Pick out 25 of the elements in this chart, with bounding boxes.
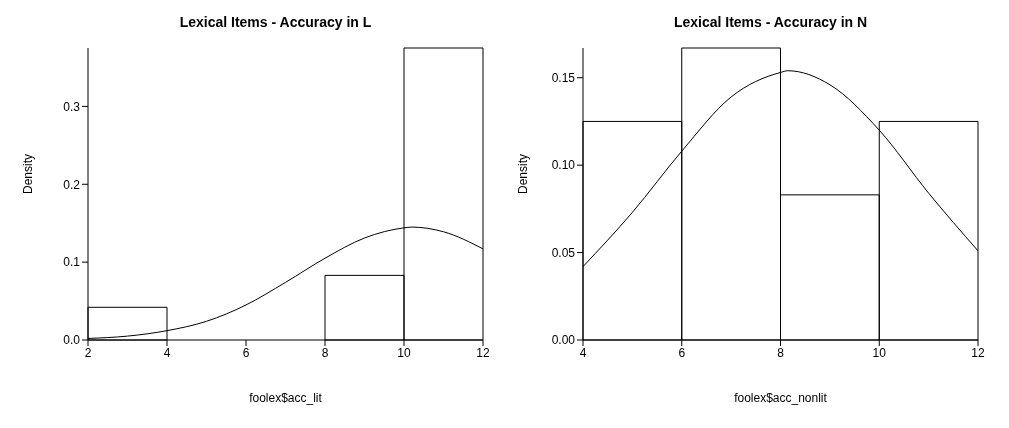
y-tick-label: 0.00	[551, 333, 576, 348]
x-tick-label: 8	[321, 345, 329, 360]
y-axis-title: Density	[516, 153, 531, 194]
y-tick-label: 0.10	[551, 158, 576, 173]
x-axis-title: foolex$acc_nonlit	[734, 391, 828, 405]
x-tick-label: 6	[678, 345, 686, 360]
x-tick-label: 10	[397, 345, 411, 360]
y-tick-label: 0.2	[63, 177, 81, 192]
x-tick-label: 12	[476, 345, 490, 360]
x-tick-label: 12	[971, 345, 985, 360]
chart-title: Lexical Items - Accuracy in L	[178, 13, 373, 30]
x-tick-label: 6	[242, 345, 250, 360]
x-tick-label: 10	[872, 345, 887, 360]
y-tick-label: 0.3	[63, 99, 81, 114]
x-tick-label: 2	[84, 345, 92, 360]
y-axis-title: Density	[21, 153, 36, 194]
y-tick-label: 0.05	[551, 245, 576, 260]
chart-title: Lexical Items - Accuracy in N	[672, 13, 869, 30]
x-tick-label: 4	[163, 345, 171, 360]
y-tick-label: 0.1	[63, 255, 81, 270]
y-tick-label: 0.0	[63, 333, 81, 348]
y-tick-label: 0.15	[551, 70, 576, 85]
x-axis-title: foolex$acc_lit	[249, 391, 323, 405]
x-tick-label: 8	[777, 345, 785, 360]
x-tick-label: 4	[579, 345, 587, 360]
